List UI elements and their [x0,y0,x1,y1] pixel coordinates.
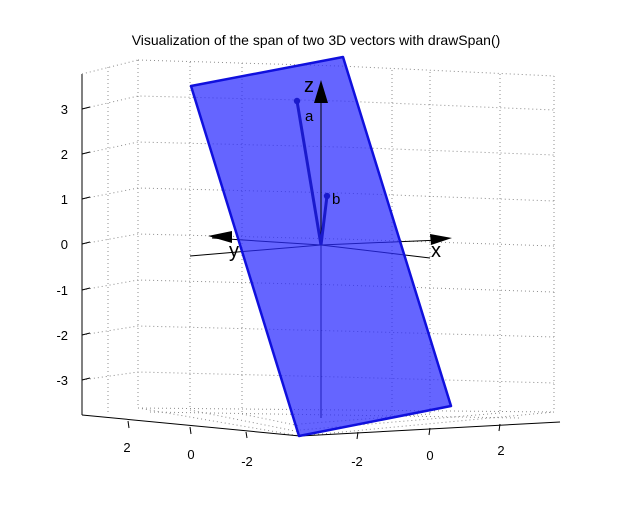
y-tick-label: 2 [123,440,130,455]
vector-b-tip [323,192,331,200]
vector-b-label: b [332,191,340,208]
vector-a-tip [293,97,301,105]
vector-b: b [319,191,340,246]
x-arrowhead [430,234,452,245]
chart-title: Visualization of the span of two 3D vect… [132,32,501,48]
z-tick-label: 2 [61,147,68,162]
z-tick-label: 3 [61,102,68,117]
z-axis-ticks: 3 2 1 0 -1 -2 -3 [56,102,91,388]
y-tick-label: -2 [241,454,253,469]
x-axis-ticks: -2 0 2 [351,423,505,469]
axis-arrows [208,80,452,245]
y-axis-ticks: 2 0 -2 [123,420,253,469]
z-tick-label: 1 [61,192,68,207]
y-axis-label: y [229,240,239,262]
floor-front-left [81,414,301,437]
x-axis-label: x [431,240,441,262]
y-arrowhead [208,231,232,243]
vector-a: a [293,97,323,246]
x-tick-label: 2 [497,443,504,458]
z-tick-label: -1 [56,283,68,298]
x-tick-label: 0 [426,448,433,463]
vector-b-line [319,195,329,246]
z-tick-label: -3 [56,373,68,388]
vector-a-label: a [305,108,314,125]
left-wall-top [81,59,139,75]
x-tick-label: -2 [351,454,363,469]
back-wall-top [137,59,555,77]
z-tick-label: 0 [61,237,68,252]
span-plane [189,55,453,438]
z-arrowhead [314,80,328,103]
z-tick-label: -2 [56,328,68,343]
vector-a-line [295,100,323,246]
z-axis-label: z [304,75,314,97]
z-gridlines [81,95,555,384]
y-tick-label: 0 [187,447,194,462]
